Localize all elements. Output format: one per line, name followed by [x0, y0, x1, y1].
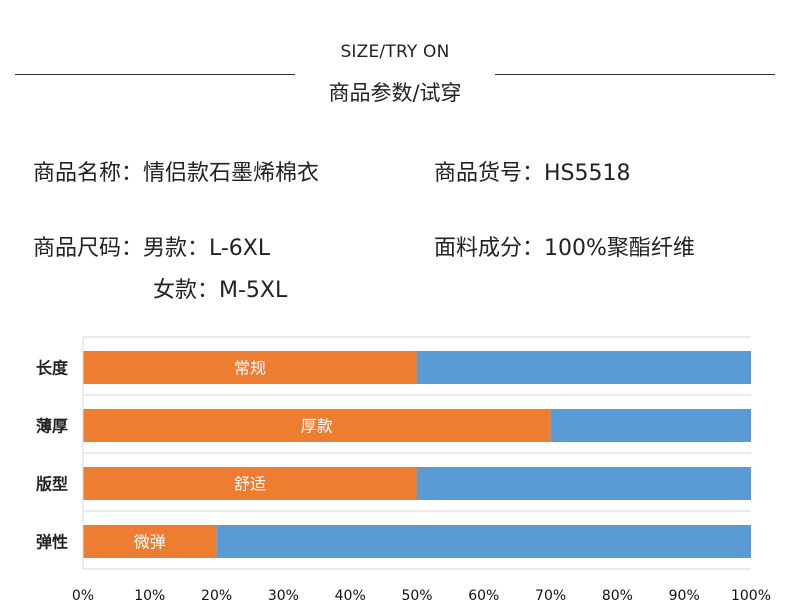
category-label: 版型: [35, 475, 68, 494]
product-name: 商品名称：情侣款石墨烯棉衣: [33, 161, 320, 186]
x-tick-label: 70%: [535, 588, 566, 604]
bar-secondary-3: [216, 525, 752, 558]
header-title-en: SIZE/TRY ON: [340, 42, 450, 62]
bar-secondary-2: [417, 467, 751, 500]
bar-primary-2: [83, 467, 417, 500]
bar-label: 厚款: [301, 417, 333, 436]
bar-secondary-0: [417, 351, 751, 384]
x-tick-label: 20%: [201, 588, 232, 604]
header-title-cn: 商品参数/试穿: [328, 81, 462, 105]
bar-label: 常规: [234, 359, 266, 378]
x-tick-label: 80%: [602, 588, 633, 604]
x-tick-label: 50%: [401, 588, 432, 604]
x-tick-label: 0%: [72, 588, 94, 604]
x-tick-label: 10%: [134, 588, 165, 604]
bar-secondary-1: [550, 409, 751, 442]
x-tick-label: 40%: [335, 588, 366, 604]
bar-primary-1: [83, 409, 551, 442]
category-label: 弹性: [36, 533, 68, 552]
x-tick-label: 30%: [268, 588, 299, 604]
bar-label: 舒适: [234, 475, 266, 494]
bar-primary-3: [83, 525, 217, 558]
product-fabric: 面料成分：100%聚酯纤维: [434, 236, 695, 261]
category-label: 薄厚: [36, 417, 68, 436]
product-size-men: 商品尺码：男款：L-6XL: [33, 236, 271, 261]
bar-primary-0: [83, 351, 417, 384]
product-size-women: 女款：M-5XL: [153, 278, 288, 303]
header-line-right: [495, 74, 775, 75]
x-tick-label: 90%: [669, 588, 700, 604]
x-tick-label: 100%: [731, 588, 771, 604]
product-item-no: 商品货号：HS5518: [434, 161, 631, 186]
header-line-left: [15, 74, 295, 75]
x-tick-label: 60%: [468, 588, 499, 604]
category-label: 长度: [36, 359, 69, 378]
bar-label: 微弹: [134, 533, 166, 552]
